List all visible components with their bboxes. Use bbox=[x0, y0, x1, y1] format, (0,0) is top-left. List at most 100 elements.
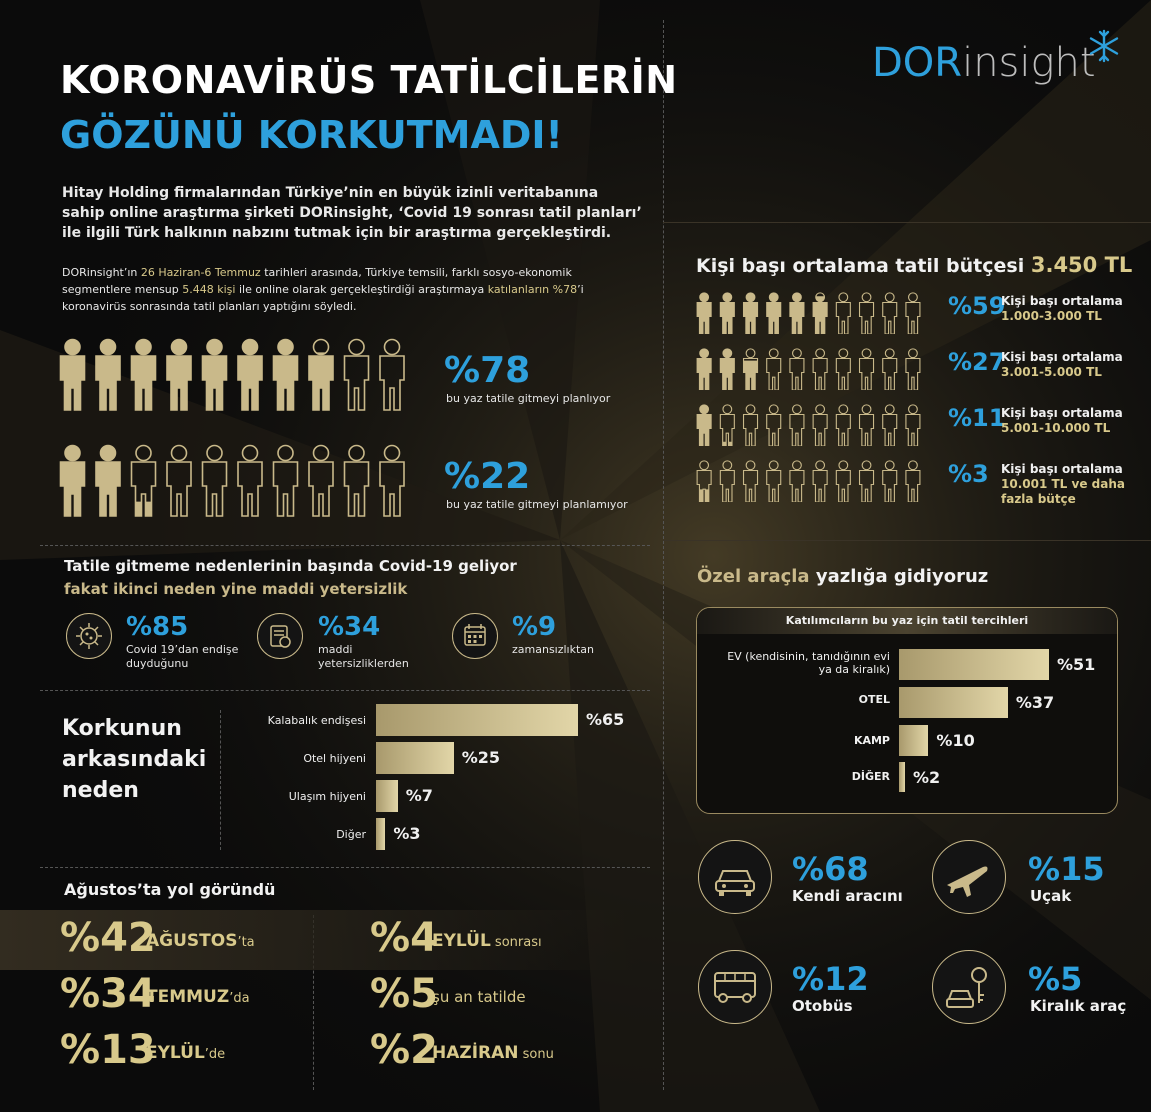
budget-person-icon bbox=[742, 292, 759, 334]
budget-person-icon bbox=[812, 348, 828, 390]
notgoing-person-icon bbox=[130, 444, 157, 517]
reason-covid-label: Covid 19’dan endişe duyduğunu bbox=[126, 643, 239, 670]
preference-category-label: OTEL bbox=[858, 693, 890, 706]
notgoing-person-icon bbox=[201, 444, 228, 517]
timing-percent: %42 bbox=[60, 915, 156, 961]
budget-person-icon bbox=[835, 348, 851, 390]
budget-people-row bbox=[696, 460, 921, 502]
money-icon bbox=[257, 613, 303, 659]
budget-person-icon bbox=[905, 348, 921, 390]
reason-time-percent: %9 bbox=[512, 612, 557, 642]
car-icon bbox=[698, 840, 772, 914]
fear-value-label: %65 bbox=[586, 710, 625, 729]
timing-month-name: AĞUSTOS bbox=[146, 931, 238, 951]
budget-person-icon bbox=[766, 404, 782, 446]
notgoing-person-icon bbox=[308, 444, 334, 517]
divider-fear bbox=[40, 690, 650, 691]
intro-date-range: 26 Haziran-6 Temmuz bbox=[140, 266, 261, 279]
rental-label: Kiralık araç bbox=[1030, 997, 1127, 1015]
reasons-title: Tatile gitmeme nedenlerinin başında Covi… bbox=[64, 557, 517, 575]
budget-person-icon bbox=[696, 292, 712, 334]
fear-value-label: %25 bbox=[461, 748, 500, 767]
timing-suffix: sonu bbox=[518, 1047, 554, 1062]
budget-label: Kişi başı ortalama bbox=[1001, 406, 1123, 420]
fear-category-label: Otel hijyeni bbox=[303, 751, 366, 765]
going-person-icon bbox=[201, 338, 228, 411]
preference-bar bbox=[899, 687, 1008, 718]
intro-text: ile online olarak gerçekleştirdiği araşt… bbox=[235, 283, 488, 296]
budget-range: 5.001-10.000 TL bbox=[1001, 421, 1111, 435]
budget-person-icon bbox=[789, 348, 805, 390]
timing-month-name: EYLÜL bbox=[432, 931, 491, 951]
timing-period: AĞUSTOS’ta bbox=[146, 931, 255, 951]
reason-money-label: maddi yetersizliklerden bbox=[318, 643, 409, 670]
fear-title-line3: neden bbox=[62, 778, 139, 803]
intro-text: tarihleri arasında, Türkiye temsili, far… bbox=[62, 266, 572, 296]
budget-people-row bbox=[696, 292, 921, 334]
notgoing-person-icon bbox=[379, 444, 405, 517]
budget-person-icon bbox=[905, 460, 921, 502]
plane-icon bbox=[932, 840, 1006, 914]
calendar-icon bbox=[452, 613, 498, 659]
fear-title-line1: Korkunun bbox=[62, 716, 182, 741]
going-person-icon bbox=[95, 338, 121, 411]
going-person-icon bbox=[308, 338, 334, 411]
rental-percent: %5 bbox=[1028, 960, 1083, 998]
reason-covid-percent: %85 bbox=[126, 612, 189, 642]
intro-sample-size: 5.448 kişi bbox=[182, 283, 236, 296]
reason-time-label: zamansızlıktan bbox=[512, 643, 595, 656]
fear-value-label: %3 bbox=[393, 824, 421, 843]
budget-title: Kişi başı ortalama tatil bütçesi 3.450 T… bbox=[696, 253, 1132, 277]
preference-value-label: %37 bbox=[1015, 693, 1055, 712]
logo-text-dor: DOR bbox=[872, 40, 963, 86]
car-label: Kendi aracını bbox=[792, 887, 903, 905]
budget-person-icon bbox=[882, 404, 898, 446]
going-person-icon bbox=[130, 338, 157, 411]
budget-person-icon bbox=[696, 460, 712, 502]
divider-reasons bbox=[40, 545, 650, 546]
fear-category-label: Diğer bbox=[336, 827, 366, 841]
reason-money-percent: %34 bbox=[318, 612, 381, 642]
fear-bar bbox=[376, 780, 398, 812]
timing-period: TEMMUZ’da bbox=[146, 987, 250, 1007]
timing-percent: %2 bbox=[370, 1027, 438, 1073]
snowflake-icon bbox=[1089, 29, 1119, 63]
plane-label: Uçak bbox=[1030, 887, 1072, 905]
preferences-panel-header: Katılımcıların bu yaz için tatil tercihl… bbox=[697, 608, 1117, 634]
fear-bar bbox=[376, 818, 386, 850]
intro-paragraph: Hitay Holding firmalarından Türkiye’nin … bbox=[62, 185, 642, 241]
budget-person-icon bbox=[766, 460, 782, 502]
timing-period: EYLÜL sonrası bbox=[432, 931, 542, 951]
timing-divider bbox=[313, 915, 314, 1090]
notgoing-percent: %22 bbox=[444, 456, 531, 497]
budget-person-icon bbox=[812, 460, 828, 502]
car-percent: %68 bbox=[792, 850, 869, 888]
timing-period: HAZİRAN sonu bbox=[432, 1043, 554, 1063]
page-subtitle: GÖZÜNÜ KORKUTMADI! bbox=[60, 113, 563, 157]
transport-title-highlight: Özel araçla bbox=[697, 566, 810, 587]
fear-category-label: Kalabalık endişesi bbox=[267, 713, 366, 727]
timing-month-name: HAZİRAN bbox=[432, 1043, 519, 1063]
intro-highlight: katılanların %78 bbox=[487, 283, 578, 296]
budget-label: Kişi başı ortalama bbox=[1001, 462, 1123, 476]
budget-people-row bbox=[696, 348, 921, 390]
going-person-icon bbox=[59, 338, 86, 411]
budget-person-icon bbox=[835, 292, 851, 334]
transport-title: Özel araçla yazlığa gidiyoruz bbox=[697, 566, 988, 587]
bus-percent: %12 bbox=[792, 960, 869, 998]
budget-title-text: Kişi başı ortalama tatil bütçesi bbox=[696, 255, 1025, 277]
going-percent: %78 bbox=[444, 350, 531, 391]
budget-person-icon bbox=[696, 404, 712, 446]
virus-icon bbox=[66, 613, 112, 659]
bus-icon bbox=[698, 950, 772, 1024]
budget-person-icon bbox=[858, 292, 875, 334]
budget-label: Kişi başı ortalama bbox=[1001, 294, 1123, 308]
budget-range: 10.001 TL ve daha fazla bütçe bbox=[1001, 477, 1125, 506]
budget-person-icon bbox=[882, 348, 898, 390]
budget-person-icon bbox=[835, 460, 851, 502]
timing-suffix: sonrası bbox=[490, 935, 542, 950]
intro-text: ’i koronavirüs sonrasında tatil planları… bbox=[62, 283, 584, 313]
budget-person-icon bbox=[858, 404, 875, 446]
people-going-chart bbox=[59, 338, 405, 411]
preference-bar bbox=[899, 649, 1049, 680]
